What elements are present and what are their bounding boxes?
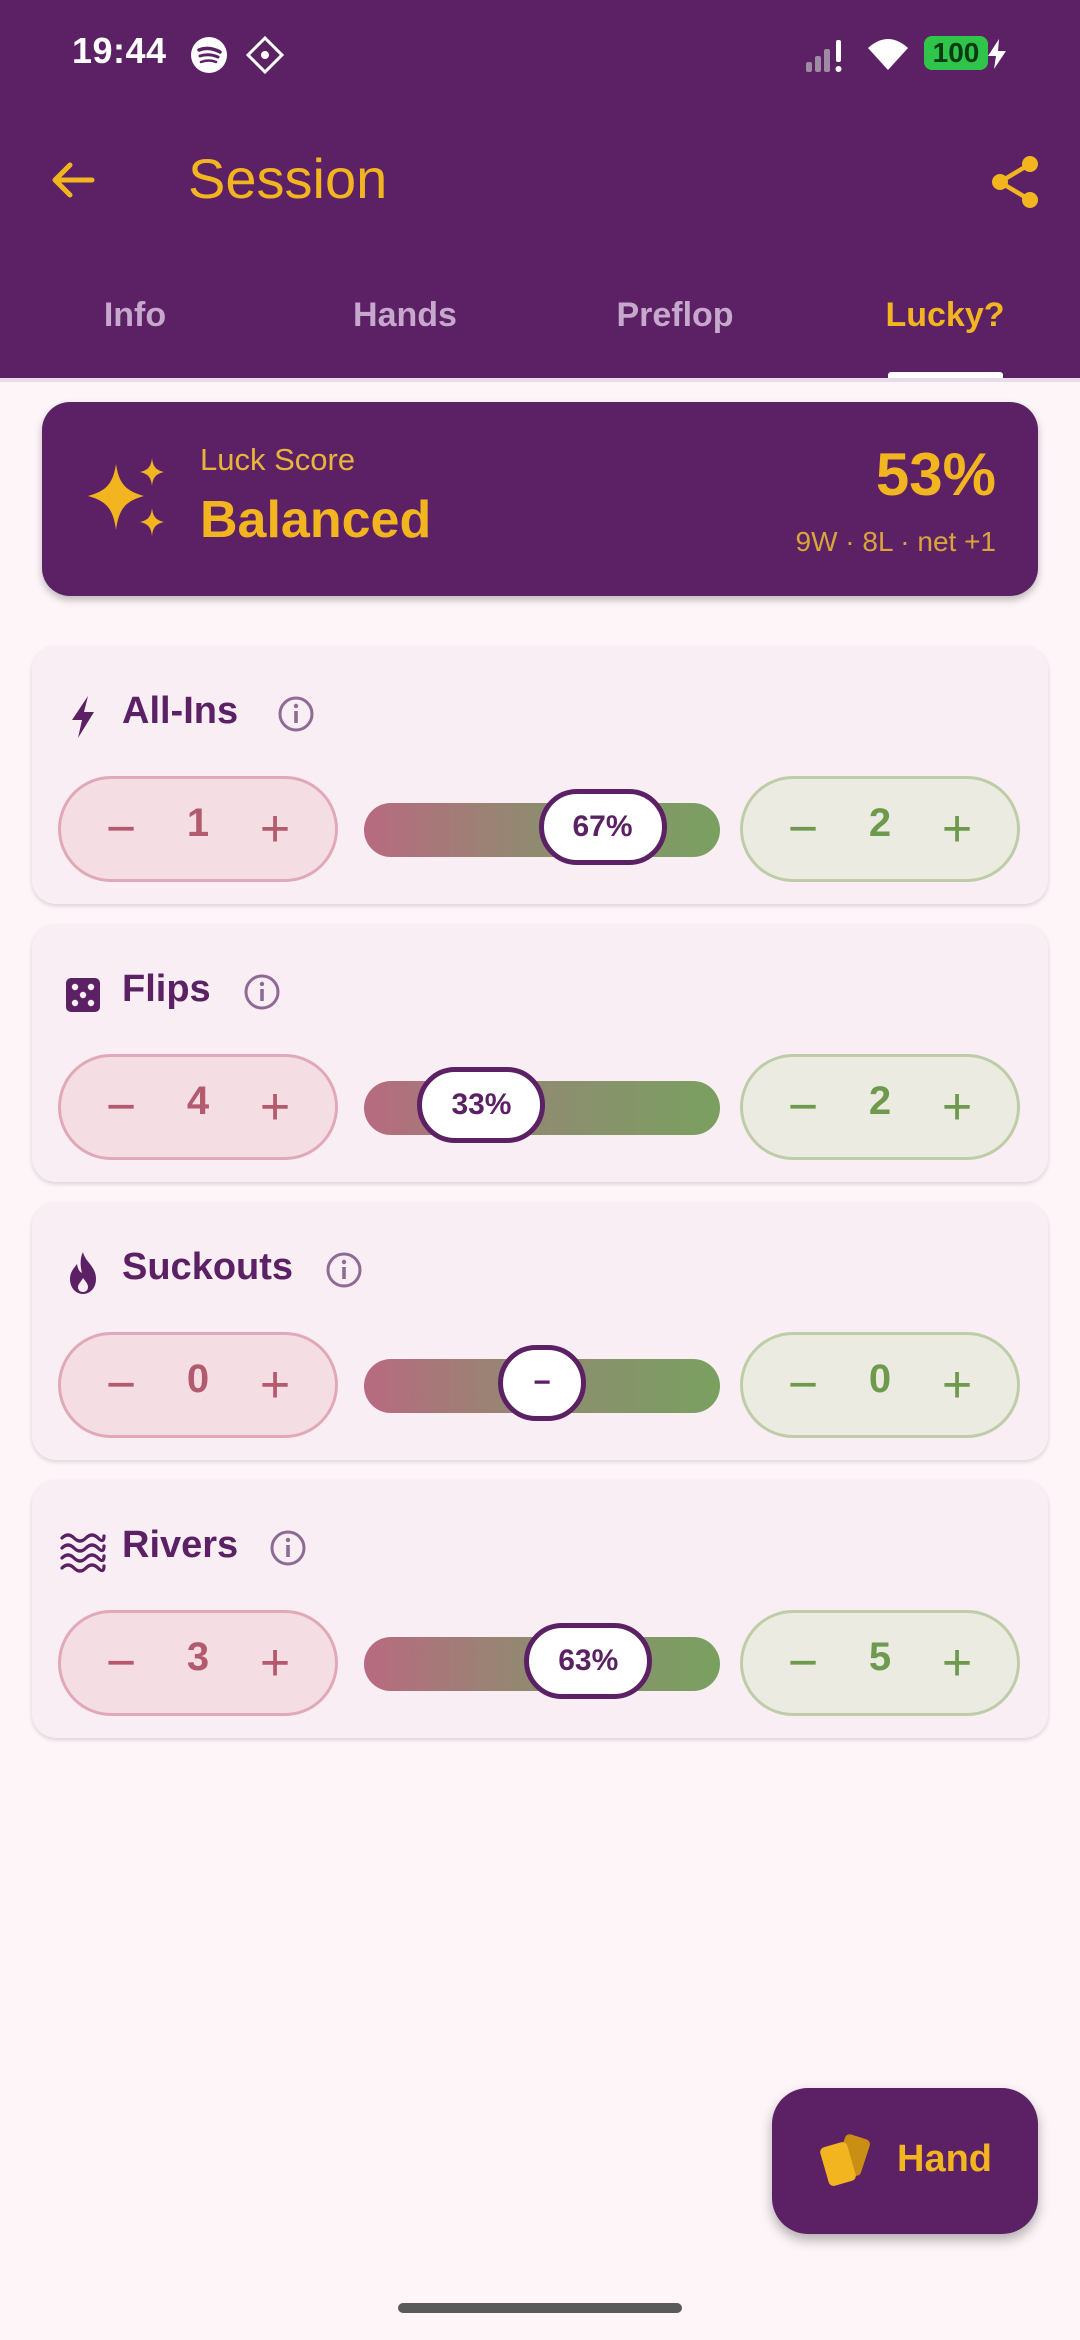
decrement-button[interactable]: − [787, 800, 819, 858]
luck-score-card: Luck Score Balanced 53% 9W · 8L · net +1 [42, 402, 1038, 596]
luck-score-summary: 9W · 8L · net +1 [795, 526, 997, 557]
page-title: Session [188, 147, 388, 210]
luck-ratio-thumb[interactable]: 33% [417, 1067, 546, 1143]
good-luck-count: 2 [868, 801, 892, 845]
luck-score-label: Luck Score [200, 442, 356, 477]
stat-card-title: Flips [122, 968, 211, 1010]
stat-card-all-ins: All-Ins − 1 + 67% − 2 + [32, 646, 1048, 904]
luck-ratio-thumb[interactable]: 63% [524, 1623, 653, 1699]
battery-indicator: 100 [924, 36, 988, 70]
luck-ratio-bar: 67% [364, 789, 720, 865]
bad-luck-count: 4 [186, 1079, 210, 1123]
luck-ratio-thumb[interactable]: − [498, 1345, 586, 1421]
bad-luck-stepper: − 4 + [58, 1054, 338, 1160]
stat-card-flips: Flips − 4 + 33% − 2 + [32, 924, 1048, 1182]
back-arrow-icon[interactable] [44, 150, 104, 210]
increment-button[interactable]: + [941, 800, 973, 858]
share-icon[interactable] [986, 152, 1046, 212]
tab-hands[interactable]: Hands [353, 296, 457, 334]
decrement-button[interactable]: − [787, 1356, 819, 1414]
stat-card-suckouts: Suckouts − 0 + − − 0 + [32, 1202, 1048, 1460]
bad-luck-count: 1 [186, 801, 210, 845]
luck-score-value: Balanced [200, 491, 432, 549]
decrement-button[interactable]: − [787, 1078, 819, 1136]
luck-ratio-bar: 33% [364, 1067, 720, 1143]
decrement-button[interactable]: − [787, 1634, 819, 1692]
tab-divider [0, 378, 1080, 382]
bad-luck-stepper: − 0 + [58, 1332, 338, 1438]
stat-card-title: All-Ins [122, 690, 239, 732]
good-luck-count: 2 [868, 1079, 892, 1123]
decrement-button[interactable]: − [105, 800, 137, 858]
tab-bar: Info Hands Preflop Lucky? [0, 280, 1080, 378]
status-bar: 19:44 100 [0, 0, 1080, 110]
bad-luck-count: 0 [186, 1357, 210, 1401]
increment-button[interactable]: + [941, 1356, 973, 1414]
waves-icon [60, 1533, 106, 1573]
info-icon[interactable] [324, 1250, 364, 1290]
stat-card-rivers: Rivers − 3 + 63% − 5 + [32, 1480, 1048, 1738]
bad-luck-stepper: − 3 + [58, 1610, 338, 1716]
charging-icon [988, 39, 1006, 69]
bad-luck-count: 3 [186, 1635, 210, 1679]
info-icon[interactable] [268, 1528, 308, 1568]
info-icon[interactable] [276, 694, 316, 734]
tab-preflop[interactable]: Preflop [616, 296, 734, 334]
good-luck-count: 5 [868, 1635, 892, 1679]
add-hand-button[interactable]: Hand [772, 2088, 1038, 2234]
luck-ratio-bar: − [364, 1345, 720, 1421]
active-tab-indicator [888, 372, 1003, 378]
luck-score-percent: 53% [875, 441, 996, 508]
tab-info[interactable]: Info [103, 296, 167, 334]
wifi-icon [868, 39, 908, 70]
increment-button[interactable]: + [259, 1356, 291, 1414]
stat-card-title: Suckouts [122, 1246, 294, 1288]
app-notification-icon [246, 36, 284, 74]
increment-button[interactable]: + [259, 800, 291, 858]
increment-button[interactable]: + [941, 1634, 973, 1692]
good-luck-count: 0 [868, 1357, 892, 1401]
cellular-signal-icon [806, 40, 842, 72]
decrement-button[interactable]: − [105, 1634, 137, 1692]
info-icon[interactable] [242, 972, 282, 1012]
good-luck-stepper: − 2 + [740, 776, 1020, 882]
home-indicator[interactable] [398, 2303, 682, 2313]
stat-card-title: Rivers [122, 1524, 239, 1566]
luck-ratio-thumb[interactable]: 67% [538, 789, 667, 865]
flame-icon [70, 1252, 96, 1294]
spotify-icon [191, 37, 227, 73]
luck-ratio-bar: 63% [364, 1623, 720, 1699]
decrement-button[interactable]: − [105, 1078, 137, 1136]
dice-icon [66, 978, 100, 1012]
increment-button[interactable]: + [259, 1078, 291, 1136]
bad-luck-stepper: − 1 + [58, 776, 338, 882]
increment-button[interactable]: + [259, 1634, 291, 1692]
good-luck-stepper: − 0 + [740, 1332, 1020, 1438]
good-luck-stepper: − 5 + [740, 1610, 1020, 1716]
sparkles-icon [88, 458, 164, 536]
decrement-button[interactable]: − [105, 1356, 137, 1414]
increment-button[interactable]: + [941, 1078, 973, 1136]
app-bar: 19:44 100 Session [0, 0, 1080, 378]
cards-icon [820, 2134, 870, 2186]
good-luck-stepper: − 2 + [740, 1054, 1020, 1160]
fab-label: Hand [897, 2138, 992, 2180]
tab-lucky[interactable]: Lucky? [885, 296, 1005, 334]
status-time: 19:44 [72, 30, 167, 71]
lightning-icon [72, 696, 94, 738]
